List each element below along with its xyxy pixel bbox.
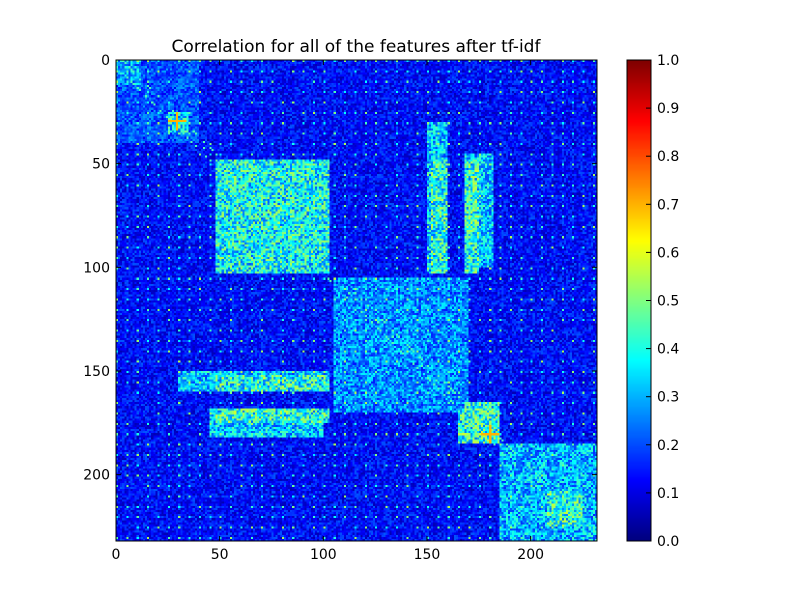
colorbar-tick-label: 0.4 bbox=[657, 342, 679, 358]
colorbar-axis: 0.0 0.1 0.2 0.3 0.4 0.5 0.6 0.7 0.8 0.9 1.0 bbox=[646, 53, 679, 550]
colorbar-tick-label: 1.0 bbox=[657, 53, 679, 69]
y-axis: 0 50 100 150 200 bbox=[83, 53, 597, 484]
colorbar-tick-label: 0.7 bbox=[657, 197, 679, 213]
x-tick-label: 200 bbox=[517, 547, 544, 563]
heatmap-image bbox=[116, 60, 597, 541]
colorbar-tick-label: 0.0 bbox=[657, 534, 679, 550]
x-tick-label: 50 bbox=[211, 547, 229, 563]
colorbar-tick-label: 0.5 bbox=[657, 294, 679, 310]
colorbar-tick-label: 0.9 bbox=[657, 101, 679, 117]
x-axis: 0 50 100 150 200 bbox=[112, 60, 544, 563]
y-tick-label: 200 bbox=[83, 468, 110, 484]
chart-title: Correlation for all of the features afte… bbox=[172, 37, 542, 57]
y-tick-label: 100 bbox=[83, 260, 110, 276]
y-tick-label: 0 bbox=[101, 53, 110, 69]
plot-frame bbox=[115, 59, 598, 542]
x-tick-label: 150 bbox=[414, 547, 441, 563]
colorbar-tick-label: 0.2 bbox=[657, 438, 679, 454]
x-tick-label: 100 bbox=[310, 547, 337, 563]
y-tick-label: 50 bbox=[92, 157, 110, 173]
x-tick-label: 0 bbox=[112, 547, 121, 563]
colorbar-tick-label: 0.6 bbox=[657, 245, 679, 261]
colorbar-tick-label: 0.1 bbox=[657, 486, 679, 502]
y-tick-label: 150 bbox=[83, 364, 110, 380]
colorbar-tick-label: 0.8 bbox=[657, 149, 679, 165]
colorbar-tick-label: 0.3 bbox=[657, 390, 679, 406]
